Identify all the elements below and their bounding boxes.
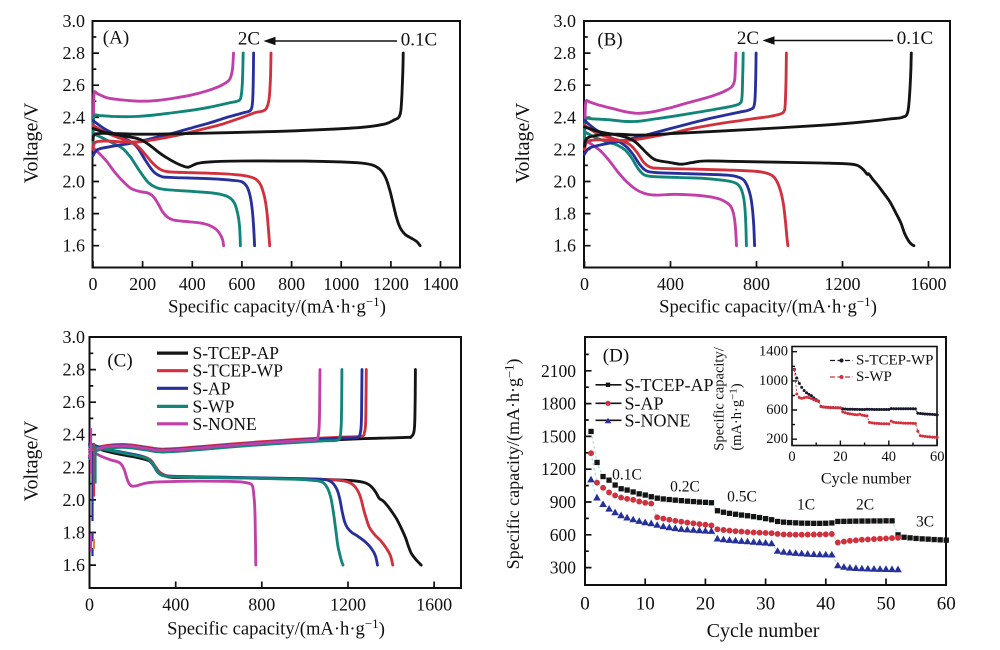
svg-text:1600: 1600 [416,595,452,615]
svg-text:2.4: 2.4 [554,107,577,127]
svg-text:S-WP: S-WP [193,396,235,416]
svg-text:3.0: 3.0 [63,327,86,347]
svg-text:Specific capacity/(mA·h·g−1): Specific capacity/(mA·h·g−1) [659,294,877,318]
svg-text:(B): (B) [597,30,622,51]
svg-text:1.8: 1.8 [554,204,577,224]
svg-text:S-NONE: S-NONE [625,410,691,430]
svg-text:2.4: 2.4 [63,107,86,127]
svg-text:600: 600 [228,274,255,294]
svg-text:900: 900 [550,492,577,512]
svg-text:0.5C: 0.5C [727,489,757,506]
svg-text:2.6: 2.6 [63,75,86,95]
svg-text:400: 400 [162,595,189,615]
svg-text:40: 40 [816,594,835,615]
svg-text:2.2: 2.2 [63,457,86,477]
svg-text:2.0: 2.0 [63,490,86,510]
svg-text:1200: 1200 [330,595,366,615]
svg-text:(mA·h·g−1): (mA·h·g−1) [728,383,746,450]
svg-text:S-TCEP-AP: S-TCEP-AP [193,343,280,363]
svg-text:0: 0 [85,595,94,615]
svg-text:10: 10 [636,594,655,615]
svg-text:1600: 1600 [911,274,947,294]
svg-text:0: 0 [89,274,98,294]
svg-text:2.0: 2.0 [63,172,86,192]
svg-text:Specific capacity/(mA·h·g−1): Specific capacity/(mA·h·g−1) [167,616,385,640]
svg-text:800: 800 [743,274,770,294]
svg-text:1000: 1000 [323,274,359,294]
svg-text:S-NONE: S-NONE [193,414,257,434]
svg-text:S-TCEP-WP: S-TCEP-WP [856,353,934,369]
svg-text:(C): (C) [107,351,132,372]
svg-text:1.6: 1.6 [554,236,577,256]
svg-text:2C: 2C [238,29,260,50]
svg-text:S-TCEP-WP: S-TCEP-WP [193,361,284,381]
svg-text:0: 0 [580,594,590,615]
svg-text:1400: 1400 [759,344,788,360]
svg-text:1800: 1800 [541,394,576,414]
svg-text:20: 20 [696,594,715,615]
svg-text:2.2: 2.2 [63,139,86,159]
svg-text:S-AP: S-AP [625,393,664,413]
svg-text:1500: 1500 [541,426,576,446]
svg-text:800: 800 [278,274,305,294]
svg-text:2C: 2C [856,497,874,514]
svg-text:3C: 3C [916,514,934,531]
svg-text:2100: 2100 [541,361,576,381]
svg-text:60: 60 [937,594,956,615]
svg-text:Specific capacity/(mA·h·g−1): Specific capacity/(mA·h·g−1) [503,359,525,570]
svg-text:3.0: 3.0 [63,11,86,31]
svg-text:1.6: 1.6 [63,555,86,575]
svg-text:1.6: 1.6 [63,236,86,256]
svg-text:3.0: 3.0 [554,11,577,31]
svg-text:2C: 2C [737,28,759,49]
svg-text:1200: 1200 [541,459,576,479]
svg-text:1.8: 1.8 [63,204,86,224]
svg-text:40: 40 [882,449,897,465]
svg-text:2.0: 2.0 [554,172,577,192]
svg-text:1.8: 1.8 [63,523,86,543]
svg-text:0: 0 [580,274,589,294]
svg-text:50: 50 [877,594,896,615]
svg-text:S-WP: S-WP [856,369,892,385]
svg-text:0.2C: 0.2C [670,479,700,496]
svg-text:2.8: 2.8 [63,43,86,63]
svg-text:800: 800 [248,595,275,615]
svg-text:1200: 1200 [825,274,861,294]
svg-text:S-TCEP-AP: S-TCEP-AP [625,375,714,395]
svg-text:200: 200 [766,431,788,447]
svg-text:1000: 1000 [759,373,788,389]
svg-text:2.4: 2.4 [63,425,86,445]
svg-text:2.8: 2.8 [554,43,577,63]
svg-text:20: 20 [833,449,848,465]
svg-text:600: 600 [766,402,788,418]
svg-text:Cycle number: Cycle number [707,620,820,642]
svg-text:Voltage/V: Voltage/V [21,420,43,501]
svg-text:0: 0 [788,449,795,465]
svg-text:0.1C: 0.1C [401,30,437,51]
svg-text:Cycle number: Cycle number [821,471,912,488]
svg-text:0.1C: 0.1C [897,28,933,49]
svg-text:300: 300 [550,558,577,578]
svg-text:400: 400 [657,274,684,294]
svg-text:2.6: 2.6 [554,75,577,95]
svg-text:60: 60 [930,449,945,465]
svg-text:30: 30 [756,594,775,615]
svg-text:2.6: 2.6 [63,392,86,412]
svg-text:200: 200 [129,274,156,294]
svg-text:1400: 1400 [423,274,459,294]
svg-text:1200: 1200 [373,274,409,294]
svg-text:600: 600 [550,525,577,545]
svg-text:(A): (A) [103,28,129,49]
svg-text:0.1C: 0.1C [612,467,642,484]
svg-text:2.8: 2.8 [63,360,86,380]
svg-text:400: 400 [179,274,206,294]
svg-text:1C: 1C [797,497,815,514]
svg-text:(D): (D) [603,346,629,367]
svg-text:Voltage/V: Voltage/V [21,102,43,183]
svg-text:Specific capacity/: Specific capacity/ [712,346,728,450]
svg-text:Voltage/V: Voltage/V [512,102,534,183]
svg-text:2.2: 2.2 [554,139,577,159]
svg-text:S-AP: S-AP [193,378,231,398]
svg-text:Specific capacity/(mA·h·g−1): Specific capacity/(mA·h·g−1) [168,294,386,318]
